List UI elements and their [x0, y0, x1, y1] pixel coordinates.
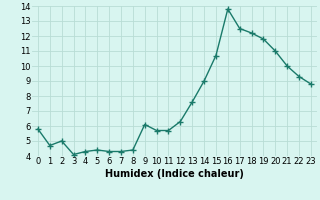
X-axis label: Humidex (Indice chaleur): Humidex (Indice chaleur) [105, 169, 244, 179]
